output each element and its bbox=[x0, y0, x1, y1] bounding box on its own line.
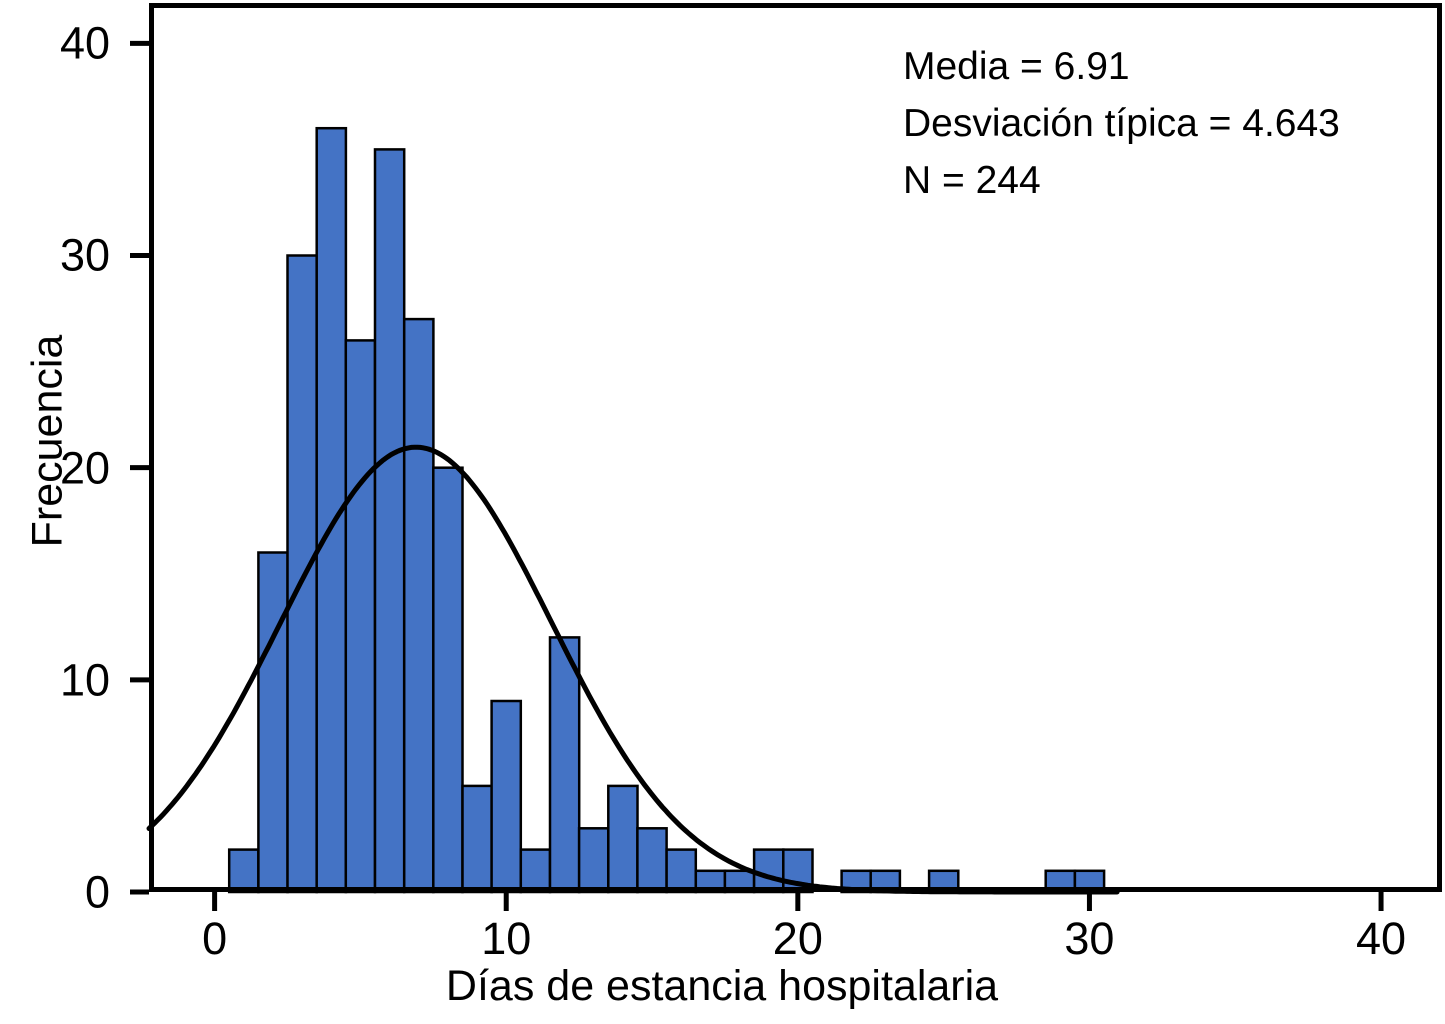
histogram-bar bbox=[607, 784, 639, 894]
y-tick-label: 0 bbox=[84, 866, 110, 918]
histogram-bar bbox=[344, 339, 377, 894]
y-tick-label: 40 bbox=[59, 17, 110, 69]
stats-annotation: Media = 6.91 Desviación típica = 4.643 N… bbox=[903, 38, 1340, 209]
histogram-bar bbox=[577, 827, 610, 894]
histogram-bar bbox=[432, 466, 464, 894]
histogram-bar bbox=[636, 827, 668, 894]
stats-mean: Media = 6.91 bbox=[903, 45, 1130, 88]
histogram-bar bbox=[402, 317, 435, 894]
x-tick-label: 30 bbox=[1064, 913, 1115, 964]
plot-frame bbox=[149, 3, 1442, 892]
histogram-bar bbox=[548, 636, 581, 894]
histogram-bar bbox=[286, 254, 318, 894]
histogram-bar bbox=[665, 848, 698, 894]
y-tick-label: 30 bbox=[59, 229, 110, 281]
histogram-bar bbox=[490, 699, 523, 894]
stats-n: N = 244 bbox=[903, 159, 1041, 202]
histogram-bar bbox=[373, 148, 406, 894]
x-tick-label: 40 bbox=[1356, 913, 1407, 964]
histogram-bar bbox=[752, 848, 785, 894]
x-tick-label: 0 bbox=[202, 913, 228, 964]
y-tick-label: 20 bbox=[59, 442, 110, 494]
x-tick-label: 20 bbox=[772, 913, 823, 964]
y-axis-title: Frecuencia bbox=[23, 334, 72, 548]
stats-stddev: Desviación típica = 4.643 bbox=[903, 102, 1340, 145]
histogram-bar bbox=[257, 551, 289, 894]
y-tick-label: 10 bbox=[59, 654, 110, 706]
histogram-bar bbox=[227, 848, 260, 894]
x-tick-label: 10 bbox=[481, 913, 532, 964]
histogram-bar bbox=[461, 784, 493, 894]
x-axis-title: Días de estancia hospitalaria bbox=[445, 962, 999, 1010]
histogram-bar bbox=[519, 848, 552, 894]
